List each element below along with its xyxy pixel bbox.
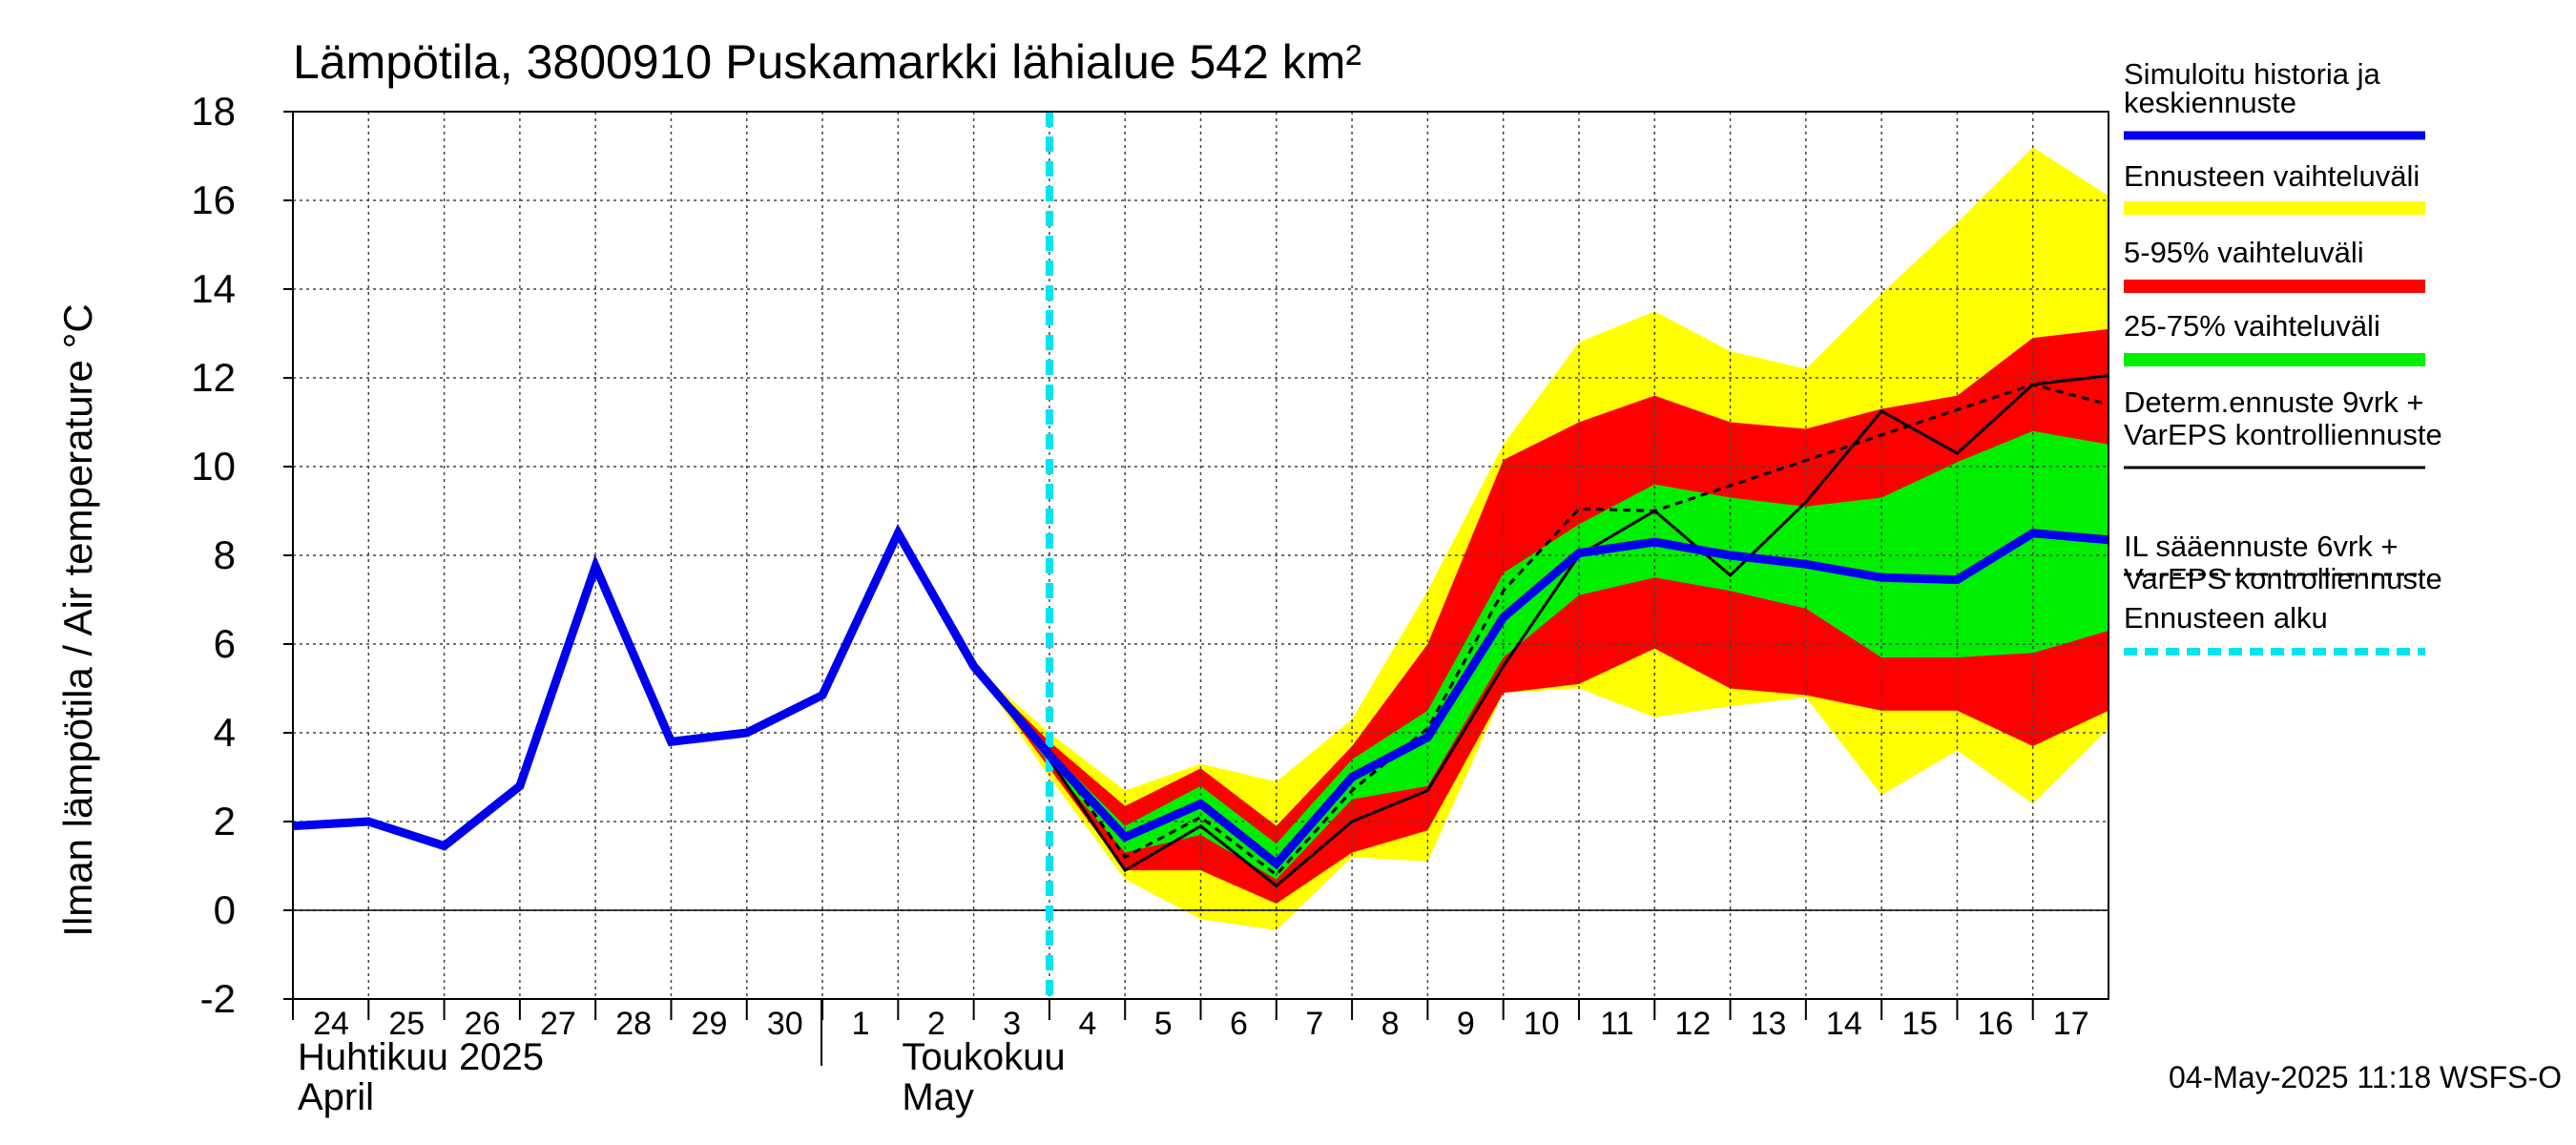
legend-label: Simuloitu historia ja xyxy=(2124,57,2381,91)
y-axis-label: Ilman lämpötila / Air temperature °C xyxy=(55,303,100,936)
x-tick-label: 14 xyxy=(1826,1006,1862,1042)
legend-label: Ennusteen alku xyxy=(2124,601,2328,635)
x-tick-label: 26 xyxy=(465,1006,501,1042)
x-tick-label: 7 xyxy=(1305,1006,1323,1042)
y-tick-label: 10 xyxy=(191,444,236,489)
legend-item: IL sääennuste 6vrk + VarEPS kontrollienn… xyxy=(2124,530,2442,595)
legend-label: 5-95% vaihteluväli xyxy=(2124,236,2364,269)
legend-label: VarEPS kontrolliennuste xyxy=(2124,418,2442,451)
x-tick-label: 6 xyxy=(1230,1006,1248,1042)
x-tick-label: 28 xyxy=(615,1006,652,1042)
chart-title: Lämpötila, 3800910 Puskamarkki lähialue … xyxy=(293,35,1361,89)
x-tick-label: 13 xyxy=(1751,1006,1787,1042)
x-tick-label: 5 xyxy=(1154,1006,1173,1042)
x-tick-label: 2 xyxy=(927,1006,945,1042)
x-tick-label: 27 xyxy=(540,1006,576,1042)
y-tick-label: 12 xyxy=(191,355,236,400)
timestamp-footer: 04-May-2025 11:18 WSFS-O xyxy=(2169,1060,2562,1094)
x-tick-label: 12 xyxy=(1674,1006,1711,1042)
x-tick-label: 1 xyxy=(852,1006,870,1042)
x-tick-label: 24 xyxy=(313,1006,349,1042)
range-band-25-75 xyxy=(973,430,2109,880)
deterministic-forecast-line xyxy=(897,374,2109,888)
x-tick-label: 10 xyxy=(1524,1006,1560,1042)
legend-item: 25-75% vaihteluväli xyxy=(2124,309,2425,366)
x-tick-label: 3 xyxy=(1003,1006,1021,1042)
month-label-en: April xyxy=(298,1076,374,1118)
x-tick-label: 4 xyxy=(1078,1006,1096,1042)
legend-item: Determ.ennuste 9vrk +VarEPS kontrollienn… xyxy=(2124,385,2442,469)
legend-label: keskiennuste xyxy=(2124,86,2296,119)
x-tick-label: 30 xyxy=(767,1006,803,1042)
y-tick-label: 18 xyxy=(191,89,236,134)
y-tick-label: 2 xyxy=(214,799,236,843)
legend-label: Determ.ennuste 9vrk + xyxy=(2124,385,2423,419)
month-label-en: May xyxy=(902,1076,974,1118)
y-tick-label: 14 xyxy=(191,266,236,311)
y-tick-label: 6 xyxy=(214,621,236,666)
x-tick-label: 25 xyxy=(388,1006,425,1042)
legend-item: Ennusteen vaihteluväli xyxy=(2124,159,2425,215)
y-tick-label: 0 xyxy=(214,887,236,932)
x-tick-label: 16 xyxy=(1978,1006,2014,1042)
y-tick-label: -2 xyxy=(200,976,236,1021)
x-tick-label: 8 xyxy=(1381,1006,1400,1042)
simulated-history-line xyxy=(292,523,2109,870)
month-label: Huhtikuu 2025 xyxy=(298,1036,544,1078)
x-tick-label: 17 xyxy=(2053,1006,2089,1042)
month-label: Toukokuu xyxy=(902,1036,1065,1078)
il-forecast-line xyxy=(972,383,2109,877)
y-tick-label: 16 xyxy=(191,177,236,222)
legend-item: 5-95% vaihteluväli xyxy=(2124,236,2425,293)
y-tick-label: 4 xyxy=(214,710,236,755)
legend-label: 25-75% vaihteluväli xyxy=(2124,309,2380,343)
y-tick-label: 8 xyxy=(214,532,236,577)
legend-item: Ennusteen alku xyxy=(2124,601,2425,656)
legend-label: IL sääennuste 6vrk + xyxy=(2124,530,2399,563)
x-tick-label: 9 xyxy=(1457,1006,1475,1042)
x-tick-label: 29 xyxy=(692,1006,728,1042)
x-tick-label: 11 xyxy=(1600,1006,1633,1042)
x-tick-label: 15 xyxy=(1901,1006,1938,1042)
legend-label: Ennusteen vaihteluväli xyxy=(2124,159,2420,193)
legend-label: VarEPS kontrolliennuste xyxy=(2124,562,2442,595)
